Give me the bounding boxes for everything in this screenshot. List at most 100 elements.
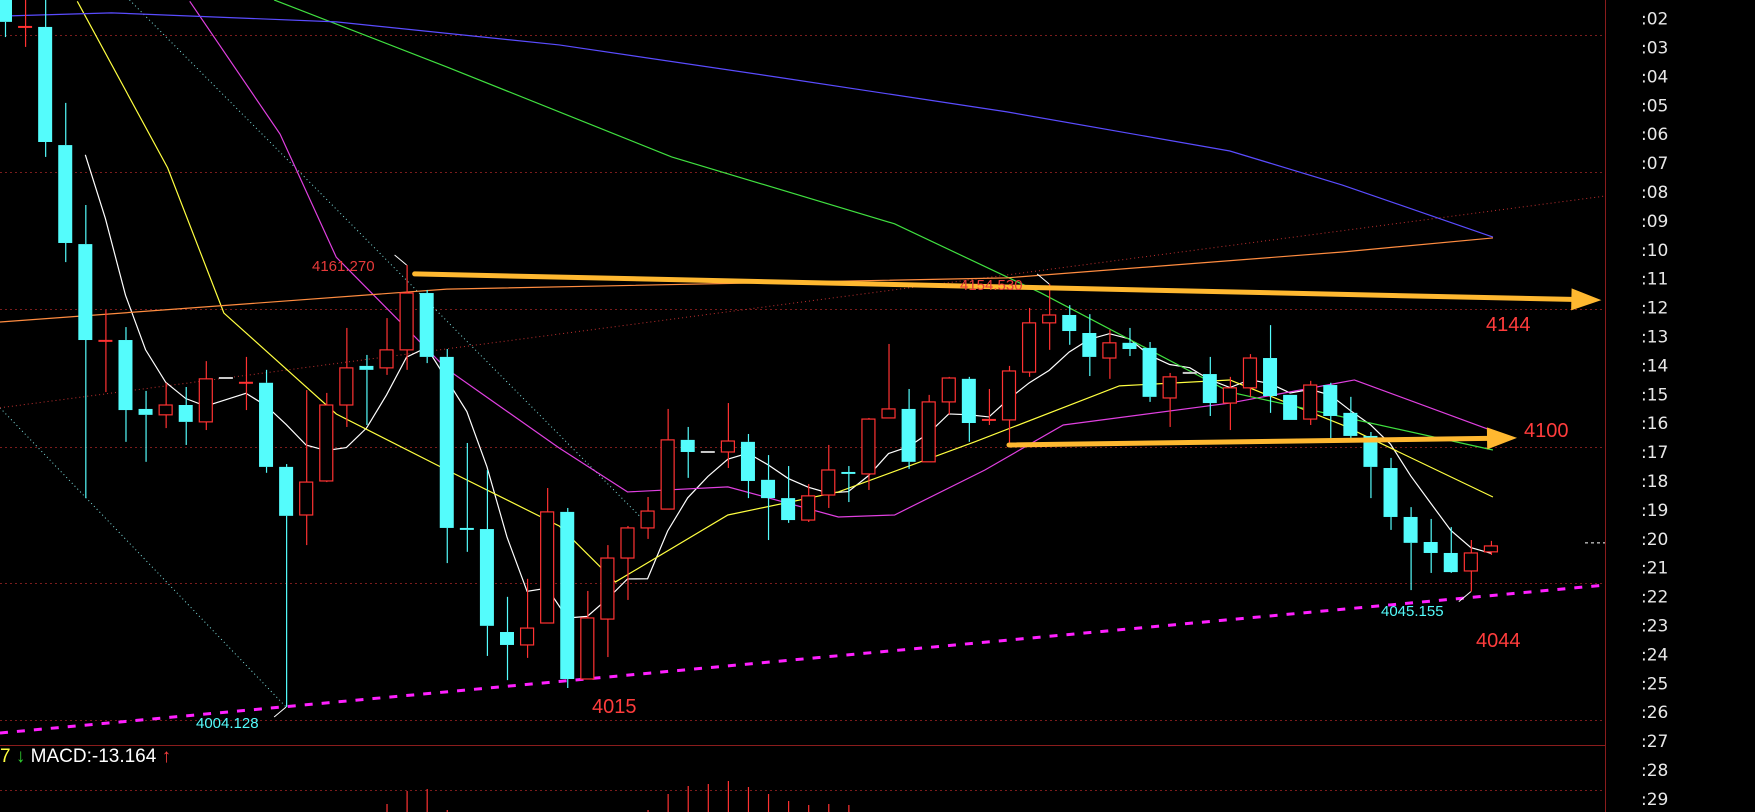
- candle: [519, 578, 535, 658]
- candle: [1162, 372, 1177, 427]
- pointer-arrow-icon: [273, 706, 287, 718]
- arrow-drawings: [273, 254, 1605, 718]
- candle-body: [600, 557, 615, 620]
- candle-body: [941, 377, 956, 403]
- candle: [419, 289, 434, 364]
- candle: [279, 464, 294, 708]
- candle: [78, 204, 93, 499]
- candle-body: [740, 441, 755, 481]
- candle: [1202, 356, 1217, 416]
- up-arrow-icon: ↑: [161, 746, 172, 767]
- trend-line: [0, 195, 1606, 409]
- axis-tick-label: :24: [1641, 645, 1668, 665]
- candle: [921, 394, 936, 463]
- arrow-head-icon: [1571, 288, 1602, 311]
- candle-body: [1323, 385, 1338, 416]
- low-label-4004: 4004.128: [196, 715, 259, 732]
- axis-tick-label: :06: [1641, 125, 1668, 145]
- candle: [560, 507, 575, 688]
- candle-body: [1082, 332, 1097, 357]
- candle-body: [0, 0, 12, 22]
- axis-tick-label: :27: [1641, 732, 1668, 752]
- macd-prefix: 7: [0, 746, 11, 767]
- axis-tick-label: :03: [1641, 39, 1668, 59]
- candle-body: [761, 479, 776, 499]
- axis-tick-label: :14: [1641, 356, 1668, 376]
- candle: [961, 376, 976, 442]
- level-label-4144: 4144: [1486, 314, 1531, 336]
- axis-tick-label: :21: [1641, 559, 1668, 579]
- candle: [901, 388, 916, 469]
- candle-body: [259, 382, 274, 467]
- candle-body: [379, 349, 394, 369]
- axis-tick-label: :26: [1641, 703, 1668, 723]
- axis-tick-label: :29: [1641, 790, 1668, 810]
- candle-body: [1303, 384, 1318, 420]
- candle: [1303, 380, 1318, 425]
- candle: [981, 388, 996, 425]
- candle: [1403, 507, 1418, 591]
- candle-body: [439, 356, 454, 528]
- candle-body: [620, 527, 635, 559]
- candle-body: [1483, 545, 1499, 553]
- candle: [540, 487, 555, 624]
- moving-average-line: [84, 154, 1492, 619]
- candle-body: [1242, 357, 1258, 389]
- candle: [1283, 394, 1298, 420]
- candles: [0, 0, 1499, 708]
- candle-body: [1042, 314, 1057, 324]
- candle: [158, 382, 173, 429]
- candle-body: [479, 529, 494, 626]
- candle-body: [1463, 552, 1478, 572]
- moving-average-line: [273, 0, 1494, 451]
- candle-body: [78, 244, 93, 341]
- candle-body: [901, 408, 916, 462]
- candle: [38, 0, 53, 157]
- trend-line: [129, 0, 644, 521]
- arrow-line: [1006, 435, 1490, 448]
- axis-tick-label: :17: [1641, 443, 1668, 463]
- candle: [600, 545, 615, 658]
- axis-tick-label: :05: [1641, 96, 1668, 116]
- candle-body: [178, 405, 193, 422]
- candle-body: [138, 408, 153, 415]
- candle: [1363, 432, 1378, 499]
- candle-body: [1162, 376, 1177, 399]
- candle-body: [1343, 412, 1358, 436]
- candle-body: [419, 293, 434, 357]
- candle-body: [500, 632, 514, 645]
- axis-tick-label: :12: [1641, 299, 1668, 319]
- axis-tick-label: :10: [1641, 241, 1668, 261]
- candle: [1021, 307, 1037, 377]
- candle: [339, 327, 354, 427]
- candle: [1082, 314, 1097, 377]
- support-line: [0, 583, 1606, 735]
- candle: [941, 376, 956, 415]
- candle-body: [841, 471, 856, 474]
- axis-tick-label: :19: [1641, 501, 1668, 521]
- level-label-4044: 4044: [1476, 630, 1521, 652]
- candle-body: [279, 466, 294, 516]
- candle: [740, 433, 755, 499]
- down-arrow-icon: ↓: [15, 746, 26, 767]
- trend-line: [0, 407, 287, 708]
- candle: [1122, 327, 1137, 357]
- grid-lines: [0, 35, 1605, 791]
- axis-tick-label: :13: [1641, 328, 1668, 348]
- candle: [379, 318, 394, 375]
- candle: [238, 356, 253, 411]
- candle-body: [720, 440, 735, 453]
- candle-body: [580, 617, 595, 680]
- candle-body: [1383, 468, 1398, 517]
- axis-tick-label: :25: [1641, 674, 1668, 694]
- axis-tick-label: :04: [1641, 67, 1668, 87]
- axis-tick-label: :28: [1641, 761, 1668, 781]
- candle: [138, 390, 153, 462]
- candle-body: [1142, 347, 1157, 397]
- candle-body: [1403, 516, 1418, 543]
- candle-body: [881, 408, 896, 419]
- axis-tick-label: :07: [1641, 154, 1668, 174]
- candle: [660, 408, 675, 510]
- candle: [1423, 518, 1438, 573]
- candle: [1042, 283, 1057, 350]
